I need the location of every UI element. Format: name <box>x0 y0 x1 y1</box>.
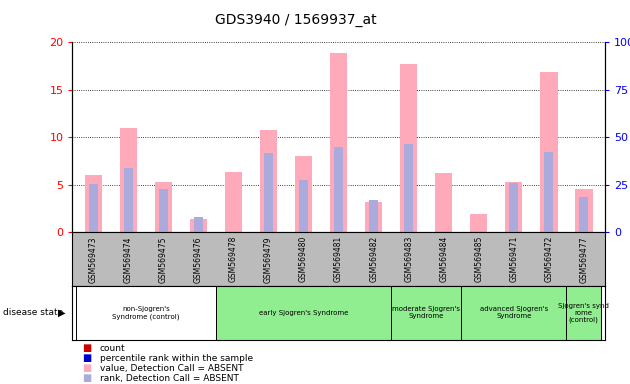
Text: GSM569476: GSM569476 <box>194 236 203 283</box>
Text: ■: ■ <box>82 363 91 373</box>
Bar <box>190 219 207 232</box>
Text: GSM569471: GSM569471 <box>509 236 518 283</box>
Text: ▶: ▶ <box>58 308 66 318</box>
Text: GSM569477: GSM569477 <box>580 236 588 283</box>
Bar <box>89 184 98 232</box>
Text: GSM569484: GSM569484 <box>439 236 448 283</box>
Text: disease state: disease state <box>3 308 64 318</box>
Bar <box>264 154 273 232</box>
Text: GSM569480: GSM569480 <box>299 236 308 283</box>
Bar <box>84 175 102 232</box>
Text: GSM569474: GSM569474 <box>124 236 133 283</box>
Text: GSM569472: GSM569472 <box>544 236 553 283</box>
Bar <box>566 286 601 340</box>
Text: GSM569481: GSM569481 <box>334 236 343 282</box>
Bar <box>194 217 203 232</box>
Text: Sjogren's synd
rome
(control): Sjogren's synd rome (control) <box>558 303 609 323</box>
Text: non-Sjogren's
Syndrome (control): non-Sjogren's Syndrome (control) <box>112 306 180 320</box>
Bar <box>260 130 277 232</box>
Bar <box>544 152 553 232</box>
Text: ■: ■ <box>82 373 91 383</box>
Text: advanced Sjogren's
Syndrome: advanced Sjogren's Syndrome <box>479 306 548 319</box>
Text: value, Detection Call = ABSENT: value, Detection Call = ABSENT <box>100 364 243 373</box>
Text: GDS3940 / 1569937_at: GDS3940 / 1569937_at <box>215 13 377 27</box>
Bar <box>225 172 243 232</box>
Bar <box>391 286 461 340</box>
Bar <box>404 144 413 232</box>
Text: GSM569483: GSM569483 <box>404 236 413 283</box>
Bar <box>540 72 558 232</box>
Bar <box>76 286 216 340</box>
Text: GSM569473: GSM569473 <box>89 236 98 283</box>
Bar <box>575 189 593 232</box>
Text: rank, Detection Call = ABSENT: rank, Detection Call = ABSENT <box>100 374 238 383</box>
Bar <box>435 174 452 232</box>
Bar <box>505 182 522 232</box>
Text: ■: ■ <box>82 353 91 363</box>
Text: GSM569479: GSM569479 <box>264 236 273 283</box>
Bar <box>155 182 172 232</box>
Bar <box>216 286 391 340</box>
Text: GSM569482: GSM569482 <box>369 236 378 282</box>
Bar <box>120 128 137 232</box>
Text: GSM569478: GSM569478 <box>229 236 238 283</box>
Text: early Sjogren's Syndrome: early Sjogren's Syndrome <box>259 310 348 316</box>
Bar <box>124 168 133 232</box>
Bar <box>365 202 382 232</box>
Bar <box>299 180 308 232</box>
Bar <box>295 156 312 232</box>
Bar <box>369 200 378 232</box>
Bar <box>400 64 418 232</box>
Bar <box>335 147 343 232</box>
Text: GSM569475: GSM569475 <box>159 236 168 283</box>
Text: percentile rank within the sample: percentile rank within the sample <box>100 354 253 363</box>
Text: count: count <box>100 344 125 353</box>
Text: ■: ■ <box>82 343 91 353</box>
Bar <box>159 189 168 232</box>
Bar <box>470 214 488 232</box>
Bar <box>330 53 347 232</box>
Bar <box>580 197 588 232</box>
Text: GSM569485: GSM569485 <box>474 236 483 283</box>
Bar <box>510 183 518 232</box>
Text: moderate Sjogren's
Syndrome: moderate Sjogren's Syndrome <box>392 306 460 319</box>
Bar <box>461 286 566 340</box>
